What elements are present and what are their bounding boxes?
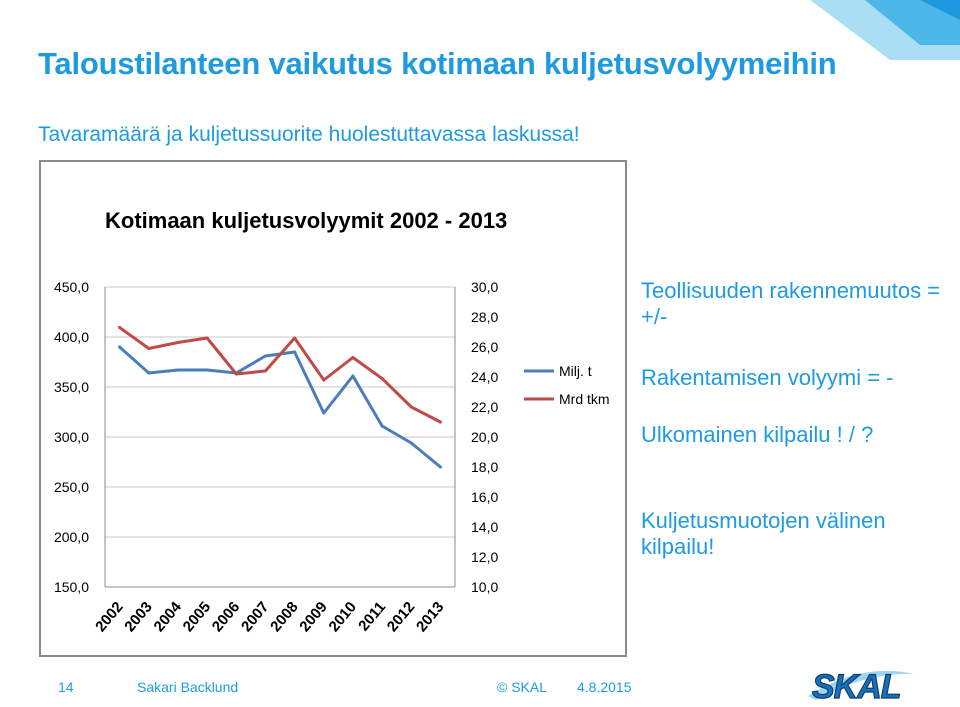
slide-subtitle: Tavaramäärä ja kuljetussuorite huolestut… xyxy=(38,123,580,146)
y-left-tick-label: 150,0 xyxy=(54,579,89,595)
x-tick-label: 2005 xyxy=(180,599,214,635)
data-point xyxy=(438,465,442,469)
y-left-tick-label: 350,0 xyxy=(54,379,89,395)
footer-page-number: 14 xyxy=(58,679,74,695)
bullet-item-1: Teollisuuden rakennemuutos = +/- xyxy=(641,278,941,329)
y-right-tick-label: 16,0 xyxy=(471,489,498,505)
data-point xyxy=(380,377,384,380)
data-point xyxy=(409,405,413,409)
data-point xyxy=(409,441,413,445)
x-tick-label: 2006 xyxy=(209,599,243,635)
chart-frame: Kotimaan kuljetusvolyymit 2002 - 2013 150… xyxy=(39,160,627,657)
y-left-tick-label: 200,0 xyxy=(54,529,89,545)
data-point xyxy=(438,420,442,424)
y-right-tick-label: 18,0 xyxy=(471,459,498,475)
series-line-1 xyxy=(118,345,442,469)
line-chart: Kotimaan kuljetusvolyymit 2002 - 2013 150… xyxy=(54,208,610,635)
y-right-tick-label: 20,0 xyxy=(471,429,498,445)
data-point xyxy=(176,341,180,344)
data-point xyxy=(176,368,180,372)
y-left-tick-label: 400,0 xyxy=(54,329,89,345)
data-point xyxy=(322,378,326,382)
data-point xyxy=(322,411,326,415)
series-line-2 xyxy=(118,326,442,424)
footer-date: 4.8.2015 xyxy=(577,679,632,695)
bullet-item-2: Rakentamisen volyymi = - xyxy=(641,365,894,390)
y-right-tick-label: 12,0 xyxy=(471,549,498,565)
data-point xyxy=(380,424,384,428)
x-tick-label: 2011 xyxy=(355,599,389,635)
y-right-tick-label: 10,0 xyxy=(471,579,498,595)
x-tick-label: 2013 xyxy=(413,599,447,635)
x-tick-label: 2007 xyxy=(238,599,272,635)
y-right-tick-label: 26,0 xyxy=(471,339,498,355)
slide-title: Taloustilanteen vaikutus kotimaan kuljet… xyxy=(38,46,837,81)
footer-author: Sakari Backlund xyxy=(137,679,239,695)
data-point xyxy=(205,336,209,340)
x-tick-label: 2010 xyxy=(326,599,360,635)
data-point xyxy=(351,356,355,359)
x-tick-label: 2008 xyxy=(267,599,301,635)
logo-text: SKAL xyxy=(812,668,901,704)
data-point xyxy=(118,345,122,349)
skal-logo: SKAL xyxy=(808,667,914,704)
y-right-tick-label: 30,0 xyxy=(471,279,498,295)
footer-copyright: © SKAL xyxy=(497,679,548,695)
chart-title: Kotimaan kuljetusvolyymit 2002 - 2013 xyxy=(105,208,507,233)
bullet-item-3: Ulkomainen kilpailu ! / ? xyxy=(641,422,874,447)
legend-label: Mrd tkm xyxy=(559,391,610,407)
x-tick-label: 2003 xyxy=(121,599,155,635)
y-left-tick-label: 450,0 xyxy=(54,279,89,295)
y-right-tick-label: 24,0 xyxy=(471,369,498,385)
y-right-tick-label: 22,0 xyxy=(471,399,498,415)
x-tick-label: 2004 xyxy=(151,598,186,635)
x-tick-label: 2009 xyxy=(296,599,330,635)
y-left-tick-label: 250,0 xyxy=(54,479,89,495)
data-point xyxy=(351,374,355,378)
bullet-item-4: Kuljetusmuotojen välinen kilpailu! xyxy=(641,508,886,559)
x-tick-label: 2002 xyxy=(92,599,126,635)
data-point xyxy=(293,350,297,354)
data-point xyxy=(234,372,238,376)
y-right-tick-label: 14,0 xyxy=(471,519,498,535)
data-point xyxy=(147,347,151,350)
data-point xyxy=(205,368,209,372)
y-right-tick-label: 28,0 xyxy=(471,309,498,325)
y-left-tick-label: 300,0 xyxy=(54,429,89,445)
data-point xyxy=(118,326,122,329)
legend-label: Milj. t xyxy=(559,363,592,379)
x-tick-label: 2012 xyxy=(384,599,418,635)
data-point xyxy=(263,369,267,373)
data-point xyxy=(147,371,151,375)
data-point xyxy=(263,354,267,358)
corner-decoration xyxy=(810,0,960,60)
data-point xyxy=(293,336,297,340)
